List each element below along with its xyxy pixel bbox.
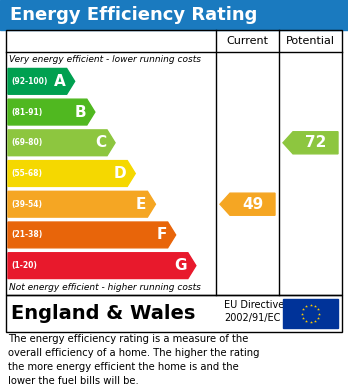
Bar [283, 299, 338, 328]
Text: (39-54): (39-54) [11, 200, 42, 209]
Text: England & Wales: England & Wales [11, 304, 195, 323]
Polygon shape [8, 222, 176, 248]
Text: B: B [74, 104, 86, 120]
Text: F: F [156, 228, 167, 242]
Text: (69-80): (69-80) [11, 138, 42, 147]
Text: Not energy efficient - higher running costs: Not energy efficient - higher running co… [9, 283, 201, 292]
Text: EU Directive
2002/91/EC: EU Directive 2002/91/EC [224, 300, 284, 323]
Polygon shape [8, 161, 135, 187]
Text: (81-91): (81-91) [11, 108, 42, 117]
Text: The energy efficiency rating is a measure of the
overall efficiency of a home. T: The energy efficiency rating is a measur… [8, 334, 260, 386]
Text: (21-38): (21-38) [11, 230, 42, 239]
Text: Energy Efficiency Rating: Energy Efficiency Rating [10, 6, 258, 24]
Text: G: G [174, 258, 187, 273]
Text: Potential: Potential [286, 36, 335, 46]
Bar [6, 295, 342, 332]
Text: 49: 49 [242, 197, 263, 212]
Text: D: D [114, 166, 126, 181]
Polygon shape [8, 68, 75, 94]
Bar [6, 30, 342, 295]
Polygon shape [8, 130, 115, 156]
Text: Current: Current [227, 36, 269, 46]
Text: (55-68): (55-68) [11, 169, 42, 178]
Polygon shape [8, 253, 196, 278]
Polygon shape [8, 99, 95, 125]
Polygon shape [8, 191, 156, 217]
Text: 72: 72 [305, 135, 326, 150]
Text: A: A [54, 74, 66, 89]
Text: E: E [136, 197, 147, 212]
Text: (1-20): (1-20) [11, 261, 37, 270]
Text: (92-100): (92-100) [11, 77, 47, 86]
Bar [0, 0, 348, 30]
Text: Very energy efficient - lower running costs: Very energy efficient - lower running co… [9, 54, 201, 63]
Polygon shape [283, 132, 338, 154]
Text: C: C [95, 135, 106, 150]
Polygon shape [220, 193, 275, 215]
